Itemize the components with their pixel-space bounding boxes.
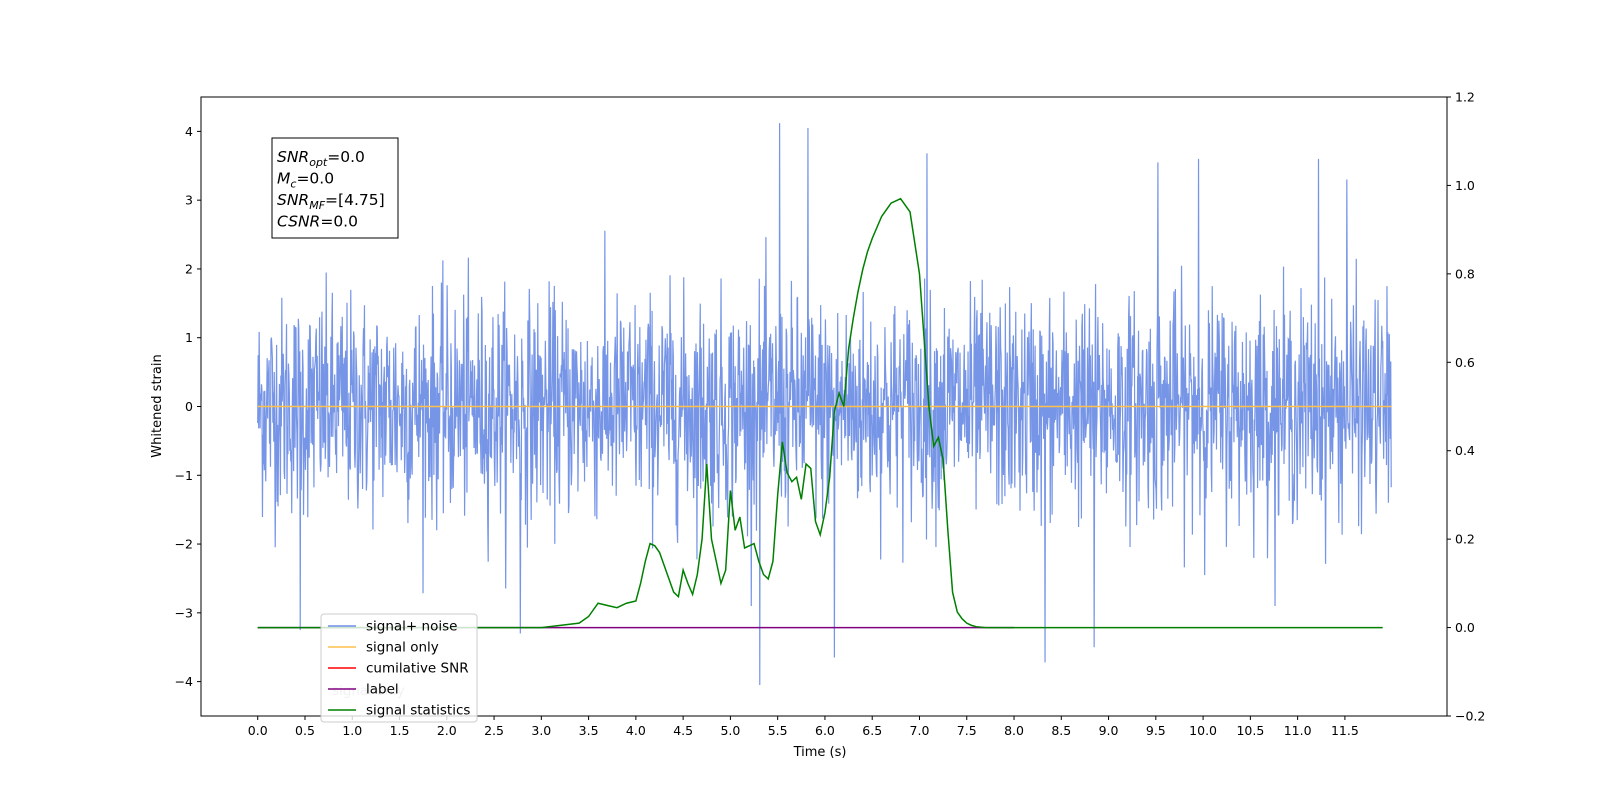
legend-label: signal only: [366, 640, 439, 656]
y2-tick-label: 0.0: [1455, 620, 1475, 635]
annotation-symbol: CSNR: [277, 213, 320, 231]
x-tick-label: 2.0: [437, 723, 457, 738]
y2-tick-label: 1.0: [1455, 178, 1475, 193]
y-tick-label: −1: [175, 468, 193, 483]
series-signal-noise: [257, 123, 1392, 686]
x-tick-label: 3.0: [531, 723, 551, 738]
y2-tick-label: 0.6: [1455, 355, 1475, 370]
x-tick-label: 11.0: [1284, 723, 1312, 738]
x-tick-label: 7.5: [957, 723, 977, 738]
annotation-line: SNRMF=[4.75]: [277, 191, 385, 212]
x-tick-label: 0.0: [248, 723, 268, 738]
annotation-frame: [271, 137, 399, 239]
x-tick-label: 11.5: [1331, 723, 1359, 738]
y2-tick-label: −0.2: [1455, 709, 1485, 724]
x-tick-label: 10.5: [1236, 723, 1264, 738]
x-tick-label: 1.0: [342, 723, 362, 738]
y-tick-label: 1: [185, 330, 193, 345]
x-tick-label: 1.5: [390, 723, 410, 738]
annotation-subscript: c: [290, 178, 296, 191]
x-tick-label: 9.5: [1146, 723, 1166, 738]
annotation-subscript: MF: [309, 199, 325, 212]
annotation-value: =[4.75]: [325, 191, 385, 209]
x-tick-label: 5.5: [768, 723, 788, 738]
y2-tick-label: 0.8: [1455, 266, 1475, 281]
y-tick-label: 3: [185, 193, 193, 208]
x-axis-label: Time (s): [793, 745, 847, 760]
y2-tick-label: 0.4: [1455, 443, 1475, 458]
x-tick-label: 10.0: [1189, 723, 1217, 738]
x-tick-label: 4.5: [673, 723, 693, 738]
annotation-value: =0.0: [296, 170, 334, 188]
x-tick-label: 8.5: [1051, 723, 1071, 738]
annotation-symbol: M: [277, 170, 290, 188]
annotation-symbol: SNR: [277, 148, 309, 166]
legend-frame: [320, 613, 478, 723]
y2-tick-label: 0.2: [1455, 532, 1475, 547]
legend-label: label: [366, 682, 399, 698]
x-tick-label: 0.5: [295, 723, 315, 738]
y-tick-label: 2: [185, 261, 193, 276]
legend-label: signal statistics: [366, 703, 470, 719]
annotation-line: SNRopt=0.0: [277, 148, 365, 169]
x-tick-label: 6.5: [862, 723, 882, 738]
y-tick-label: 0: [185, 399, 193, 414]
axes: 0.0 0.5 1.0 1.5 2.0 2.5 3.0 3.5 4.0 4.5 5.0 5.5 6.0 6…: [175, 90, 1486, 739]
y-tick-label: 4: [185, 124, 193, 139]
legend-label: cumilative SNR: [366, 661, 469, 677]
annotation-line: CSNR=0.0: [277, 213, 358, 231]
x-tick-label: 6.0: [815, 723, 835, 738]
x-tick-label: 5.0: [720, 723, 740, 738]
y2-tick-label: 1.2: [1455, 90, 1475, 105]
x-tick-label: 8.0: [1004, 723, 1024, 738]
x-tick-label: 7.0: [910, 723, 930, 738]
x-tick-label: 3.5: [579, 723, 599, 738]
annotation-value: =0.0: [320, 213, 358, 231]
line-signal-statistics: [257, 197, 1383, 629]
y-axis-label: Whitened strain: [150, 354, 165, 457]
annotation-subscript: opt: [309, 156, 328, 169]
line-signal-noise: [257, 123, 1392, 686]
annotation-value: =0.0: [327, 148, 365, 166]
x-tick-label: 4.0: [626, 723, 646, 738]
annotation-symbol: SNR: [277, 191, 309, 209]
y-tick-label: −4: [175, 674, 193, 689]
y-tick-label: −2: [175, 537, 193, 552]
x-tick-label: 2.5: [484, 723, 504, 738]
annotation-line: Mc=0.0: [277, 170, 334, 191]
x-tick-label: 9.0: [1099, 723, 1119, 738]
y-tick-label: −3: [175, 605, 193, 620]
legend-label: signal+ noise: [366, 619, 457, 635]
